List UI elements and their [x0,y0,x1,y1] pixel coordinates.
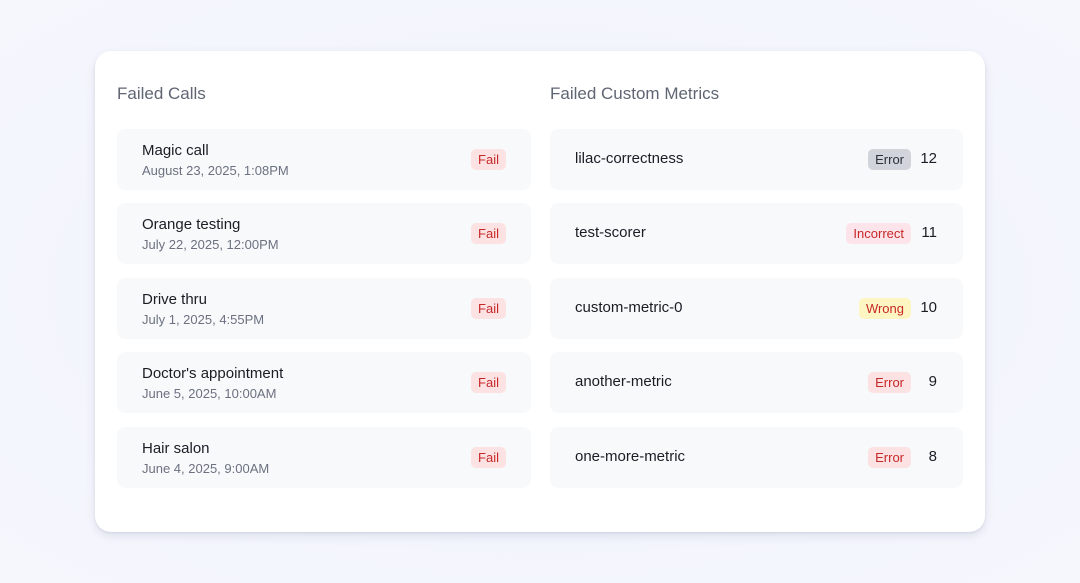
call-row[interactable]: Doctor's appointment June 5, 2025, 10:00… [117,352,531,413]
call-date: June 4, 2025, 9:00AM [142,461,270,476]
status-badge: Fail [471,223,506,244]
status-badge: Fail [471,447,506,468]
call-date: July 22, 2025, 12:00PM [142,237,279,252]
call-name: Doctor's appointment [142,365,284,382]
failures-card: Failed Calls Magic call August 23, 2025,… [95,51,985,532]
section-title: Failed Calls [117,84,206,103]
status-badge: Error [868,447,911,468]
status-badge: Fail [471,372,506,393]
section-title: Failed Custom Metrics [550,84,720,103]
metric-row[interactable]: lilac-correctness Error 12 [550,129,963,190]
status-badge: Wrong [858,298,911,319]
metric-name: custom-metric-0 [575,299,683,316]
status-badge: Error [868,372,911,393]
status-badge: Error [868,149,911,170]
metric-name: lilac-correctness [575,150,684,167]
failure-count: 12 [920,150,937,167]
status-badge: Fail [471,298,506,319]
call-name: Hair salon [142,440,210,457]
status-badge: Incorrect [846,223,911,244]
call-name: Orange testing [142,216,241,233]
metric-name: another-metric [575,373,672,390]
call-row[interactable]: Hair salon June 4, 2025, 9:00AM Fail [117,427,531,488]
status-badge: Fail [471,149,506,170]
call-date: August 23, 2025, 1:08PM [142,163,289,178]
metric-row[interactable]: custom-metric-0 Wrong 10 [550,278,963,339]
call-name: Magic call [142,142,209,159]
failure-count: 11 [921,224,937,241]
call-row[interactable]: Orange testing July 22, 2025, 12:00PM Fa… [117,203,531,264]
failure-count: 8 [928,448,937,465]
call-name: Drive thru [142,291,208,308]
call-date: June 5, 2025, 10:00AM [142,386,277,401]
failure-count: 10 [920,299,937,316]
call-row[interactable]: Magic call August 23, 2025, 1:08PM Fail [117,129,531,190]
metric-name: test-scorer [575,224,646,241]
failure-count: 9 [928,373,937,390]
metric-name: one-more-metric [575,448,686,465]
metric-row[interactable]: another-metric Error 9 [550,352,963,413]
call-date: July 1, 2025, 4:55PM [142,312,265,327]
metric-row[interactable]: one-more-metric Error 8 [550,427,963,488]
metric-row[interactable]: test-scorer Incorrect 11 [550,203,963,264]
call-row[interactable]: Drive thru July 1, 2025, 4:55PM Fail [117,278,531,339]
